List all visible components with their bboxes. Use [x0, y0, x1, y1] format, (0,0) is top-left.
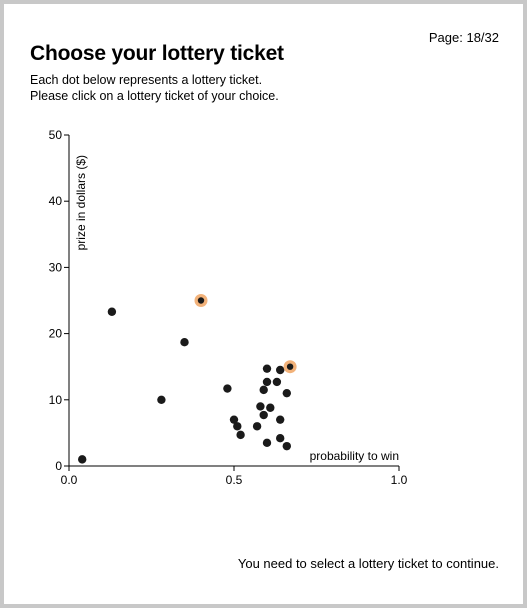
- lottery-ticket-dot[interactable]: [276, 365, 285, 375]
- lottery-ticket-dot[interactable]: [282, 388, 291, 398]
- dot-marker[interactable]: [157, 395, 166, 404]
- dot-marker[interactable]: [276, 415, 285, 424]
- dot-marker[interactable]: [197, 297, 205, 304]
- dot-marker[interactable]: [276, 365, 285, 375]
- y-tick-label: 0: [55, 459, 62, 473]
- dot-marker[interactable]: [236, 430, 245, 440]
- dot-marker[interactable]: [286, 363, 294, 370]
- lottery-ticket-dot[interactable]: [194, 294, 208, 307]
- x-ticks: 0.0 0.5 1.0: [61, 466, 408, 487]
- lottery-ticket-points: [78, 294, 297, 464]
- dot-marker[interactable]: [272, 377, 282, 387]
- y-tick-label: 40: [49, 194, 63, 208]
- dot-marker[interactable]: [180, 338, 189, 347]
- lottery-ticket-dot[interactable]: [283, 360, 297, 374]
- instructions: Each dot below represents a lottery tick…: [30, 73, 279, 104]
- dot-marker[interactable]: [262, 438, 272, 448]
- dot-marker[interactable]: [276, 433, 285, 443]
- lottery-ticket-dot[interactable]: [266, 403, 275, 412]
- lottery-ticket-dot[interactable]: [262, 364, 272, 373]
- lottery-ticket-dot[interactable]: [272, 377, 282, 387]
- x-axis-label: probability to win: [310, 449, 399, 463]
- y-axis-label: prize in dollars ($): [74, 155, 88, 250]
- x-tick-label: 1.0: [391, 473, 408, 487]
- lottery-ticket-dot[interactable]: [259, 385, 268, 395]
- y-tick-label: 10: [49, 393, 63, 407]
- lottery-ticket-dot[interactable]: [252, 422, 262, 431]
- dot-marker[interactable]: [252, 422, 262, 431]
- y-tick-label: 50: [49, 128, 63, 142]
- dot-marker[interactable]: [78, 455, 87, 464]
- dot-marker[interactable]: [107, 307, 117, 316]
- x-tick-label: 0.0: [61, 473, 78, 487]
- y-tick-label: 20: [49, 327, 63, 341]
- lottery-ticket-dot[interactable]: [276, 433, 285, 443]
- y-ticks: 0 10 20 30 40 50: [49, 128, 69, 473]
- dot-marker[interactable]: [259, 385, 268, 395]
- lottery-ticket-dot[interactable]: [236, 430, 245, 440]
- lottery-ticket-dot[interactable]: [107, 307, 117, 316]
- dot-marker[interactable]: [223, 384, 232, 393]
- lottery-ticket-dot[interactable]: [256, 402, 265, 411]
- lottery-ticket-dot[interactable]: [229, 415, 239, 424]
- instruction-line-2: Please click on a lottery ticket of your…: [30, 88, 279, 103]
- dot-marker[interactable]: [256, 402, 265, 411]
- dot-marker[interactable]: [229, 415, 239, 424]
- dot-marker[interactable]: [282, 441, 291, 451]
- lottery-ticket-dot[interactable]: [157, 395, 166, 404]
- dot-marker[interactable]: [262, 377, 272, 387]
- lottery-ticket-dot[interactable]: [262, 377, 272, 387]
- dot-marker[interactable]: [282, 388, 291, 398]
- lottery-ticket-dot[interactable]: [262, 438, 272, 448]
- dot-marker[interactable]: [233, 422, 242, 431]
- lottery-ticket-dot[interactable]: [223, 384, 232, 393]
- lottery-ticket-dot[interactable]: [259, 410, 268, 420]
- lottery-ticket-dot[interactable]: [282, 441, 291, 451]
- validation-message: You need to select a lottery ticket to c…: [237, 556, 499, 571]
- lottery-ticket-dot[interactable]: [276, 415, 285, 424]
- page-title: Choose your lottery ticket: [30, 42, 284, 65]
- dot-marker[interactable]: [262, 364, 272, 373]
- dot-marker[interactable]: [259, 410, 268, 420]
- lottery-ticket-dot[interactable]: [233, 422, 242, 431]
- instruction-line-1: Each dot below represents a lottery tick…: [30, 73, 263, 87]
- x-tick-label: 0.5: [226, 473, 243, 487]
- page-number: Page: 18/32: [428, 30, 499, 45]
- lottery-ticket-dot[interactable]: [78, 455, 87, 464]
- y-tick-label: 30: [49, 260, 63, 274]
- lottery-ticket-dot[interactable]: [180, 338, 189, 347]
- dot-marker[interactable]: [266, 403, 275, 412]
